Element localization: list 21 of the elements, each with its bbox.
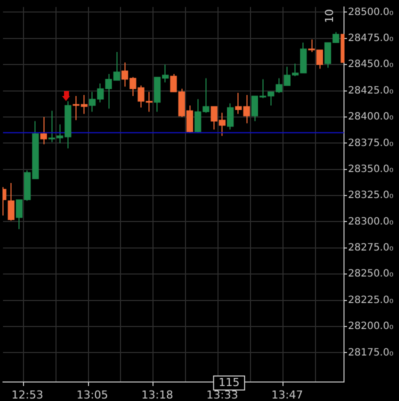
annotation: 10 (322, 9, 336, 23)
x-tick-label: 13:05 (76, 388, 108, 401)
y-tick-label: 28250.0₀ (348, 268, 394, 280)
x-tick-label: 13:33 (206, 388, 238, 401)
x-tick-label: 13:18 (141, 388, 174, 401)
y-tick-label: 28325.0₀ (348, 190, 394, 202)
annotation: 115 (218, 376, 240, 389)
y-tick-label: 28300.0₀ (348, 216, 394, 228)
y-tick-label: 28275.0₀ (348, 242, 394, 254)
y-tick-label: 28175.0₀ (348, 347, 394, 358)
y-tick-label: 28475.0₀ (348, 33, 394, 44)
y-tick-label: 28425.0₀ (348, 85, 394, 96)
y-tick-label: 28375.0₀ (348, 138, 394, 149)
y-tick-label: 28400.0₀ (348, 112, 394, 123)
y-tick-label: 28450.0₀ (348, 59, 394, 70)
y-tick-label: 28200.0₀ (348, 321, 394, 332)
x-tick-label: 13:47 (271, 388, 304, 401)
y-tick-label: 28500.0₀ (348, 6, 394, 18)
y-tick-label: 28225.0₀ (348, 294, 394, 306)
x-tick-label: 12:53 (12, 388, 44, 401)
y-tick-label: 28350.0₀ (348, 164, 394, 175)
